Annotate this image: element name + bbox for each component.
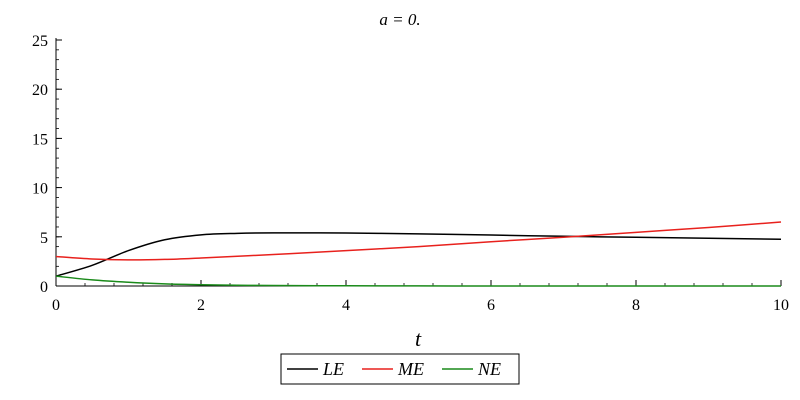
y-tick-label: 20 [32,82,48,99]
legend-label-me: ME [397,359,424,379]
chart-title-text: a = 0. [379,10,420,29]
x-axis-label: t [415,326,422,351]
legend-label-ne: NE [477,359,501,379]
y-tick-label: 15 [32,131,48,148]
chart-title: a = 0. [379,10,420,29]
chart-series [56,222,781,286]
series-line-me [56,222,781,260]
y-tick-label: 5 [40,230,48,247]
x-tick-label: 10 [773,297,789,314]
x-tick-label: 8 [632,297,640,314]
series-line-ne [56,276,781,286]
legend-label-le: LE [322,359,344,379]
series-line-le [56,233,781,276]
y-tick-label: 10 [32,181,48,198]
chart-ticks: 0 2 4 6 8 10 0 5 10 15 20 25 [32,33,789,314]
y-tick-label: 0 [40,279,48,296]
x-tick-label: 6 [487,297,495,314]
chart-axes [56,38,781,286]
x-tick-label: 4 [342,297,350,314]
x-tick-label: 2 [197,297,205,314]
chart-legend: LE ME NE [281,354,519,384]
y-tick-label: 25 [32,33,48,50]
x-tick-label: 0 [52,297,60,314]
